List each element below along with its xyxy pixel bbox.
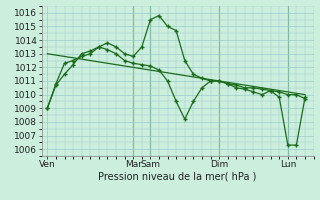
X-axis label: Pression niveau de la mer( hPa ): Pression niveau de la mer( hPa ) <box>99 172 257 182</box>
